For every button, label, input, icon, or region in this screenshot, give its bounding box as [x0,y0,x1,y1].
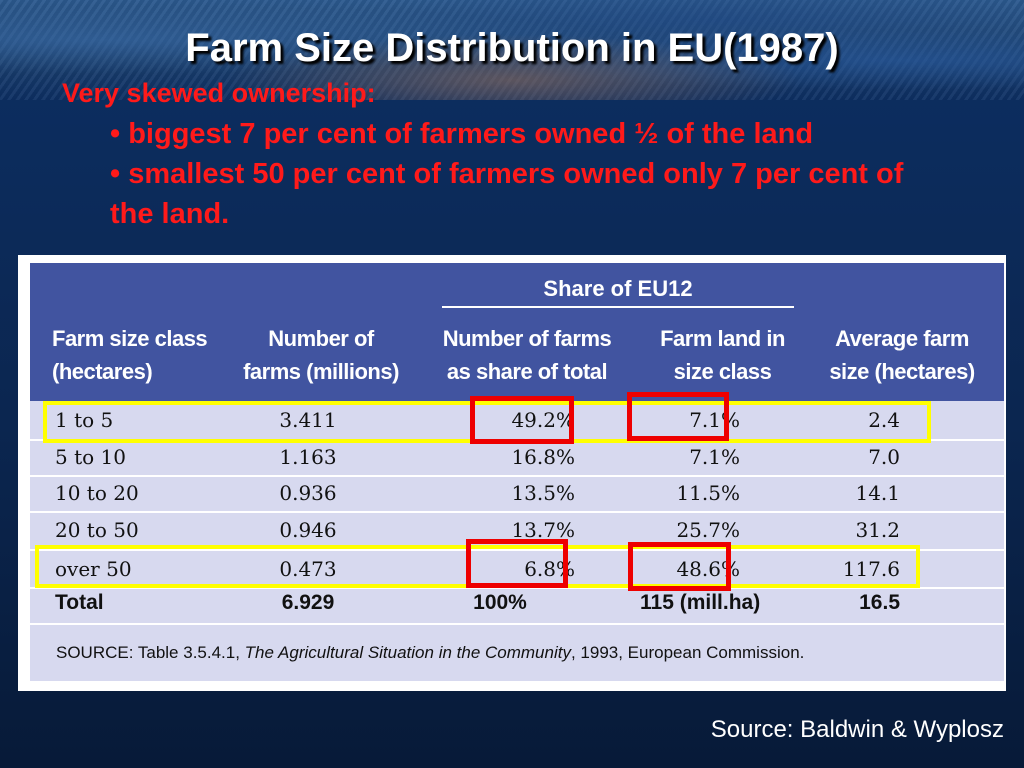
column-header-number-farms: Number of farms (millions) [236,322,406,388]
column-header-farm-land: Farm land in size class [645,322,800,388]
share-group-header: Share of EU12 [442,276,794,302]
table-cell: 16.8% [455,445,575,469]
header-line: size (hectares) [822,355,982,388]
header-line: Farm size class [52,322,212,355]
intro-text: Very skewed ownership: [62,78,376,109]
header-line: Average farm [822,322,982,355]
source-title: The Agricultural Situation in the Commun… [245,643,571,662]
source-credit: Source: Baldwin & Wyplosz [711,716,1004,744]
table-cell: 7.0 [830,445,900,469]
bullet-item: • smallest 50 per cent of farmers owned … [110,154,950,234]
header-line: Farm land in [645,322,800,355]
total-cell: 100% [440,591,560,615]
table-cell: 5 to 10 [55,445,126,469]
highlight-cell-share-largest [466,539,568,588]
header-line: Number of [236,322,406,355]
slide-title: Farm Size Distribution in EU(1987) [0,26,1024,71]
table-cell: 1.163 [258,445,358,469]
header-line: Number of farms [437,322,617,355]
header-line: farms (millions) [236,355,406,388]
highlight-cell-share-smallest [470,396,574,444]
table-cell: 14.1 [830,481,900,505]
row-divider [30,475,1004,477]
total-cell: 115 (mill.ha) [640,591,790,615]
table-cell: 7.1% [630,445,740,469]
header-line: as share of total [437,355,617,388]
source-prefix: SOURCE: Table 3.5.4.1, [56,643,245,662]
highlight-cell-land-largest [628,542,731,591]
table-cell: 0.936 [258,481,358,505]
bullet-item: • biggest 7 per cent of farmers owned ½ … [110,114,813,154]
table-cell: 11.5% [630,481,740,505]
share-group-rule [442,306,794,308]
table-cell: 25.7% [630,518,740,542]
table-cell: 10 to 20 [55,481,139,505]
column-header-share-farms: Number of farms as share of total [437,322,617,388]
table-cell: 20 to 50 [55,518,139,542]
table-cell: 0.946 [258,518,358,542]
total-cell: 16.5 [830,591,900,615]
row-divider [30,511,1004,513]
column-header-farm-size: Farm size class (hectares) [52,322,212,388]
table-source-note: SOURCE: Table 3.5.4.1, The Agricultural … [56,643,804,663]
total-cell: Total [55,591,104,615]
row-divider [30,623,1004,625]
highlight-cell-land-smallest [627,392,729,441]
header-line: size class [645,355,800,388]
source-suffix: , 1993, European Commission. [571,643,804,662]
column-header-average-size: Average farm size (hectares) [822,322,982,388]
table-cell: 13.5% [455,481,575,505]
header-line: (hectares) [52,355,212,388]
total-cell: 6.929 [258,591,358,615]
table-cell: 31.2 [830,518,900,542]
